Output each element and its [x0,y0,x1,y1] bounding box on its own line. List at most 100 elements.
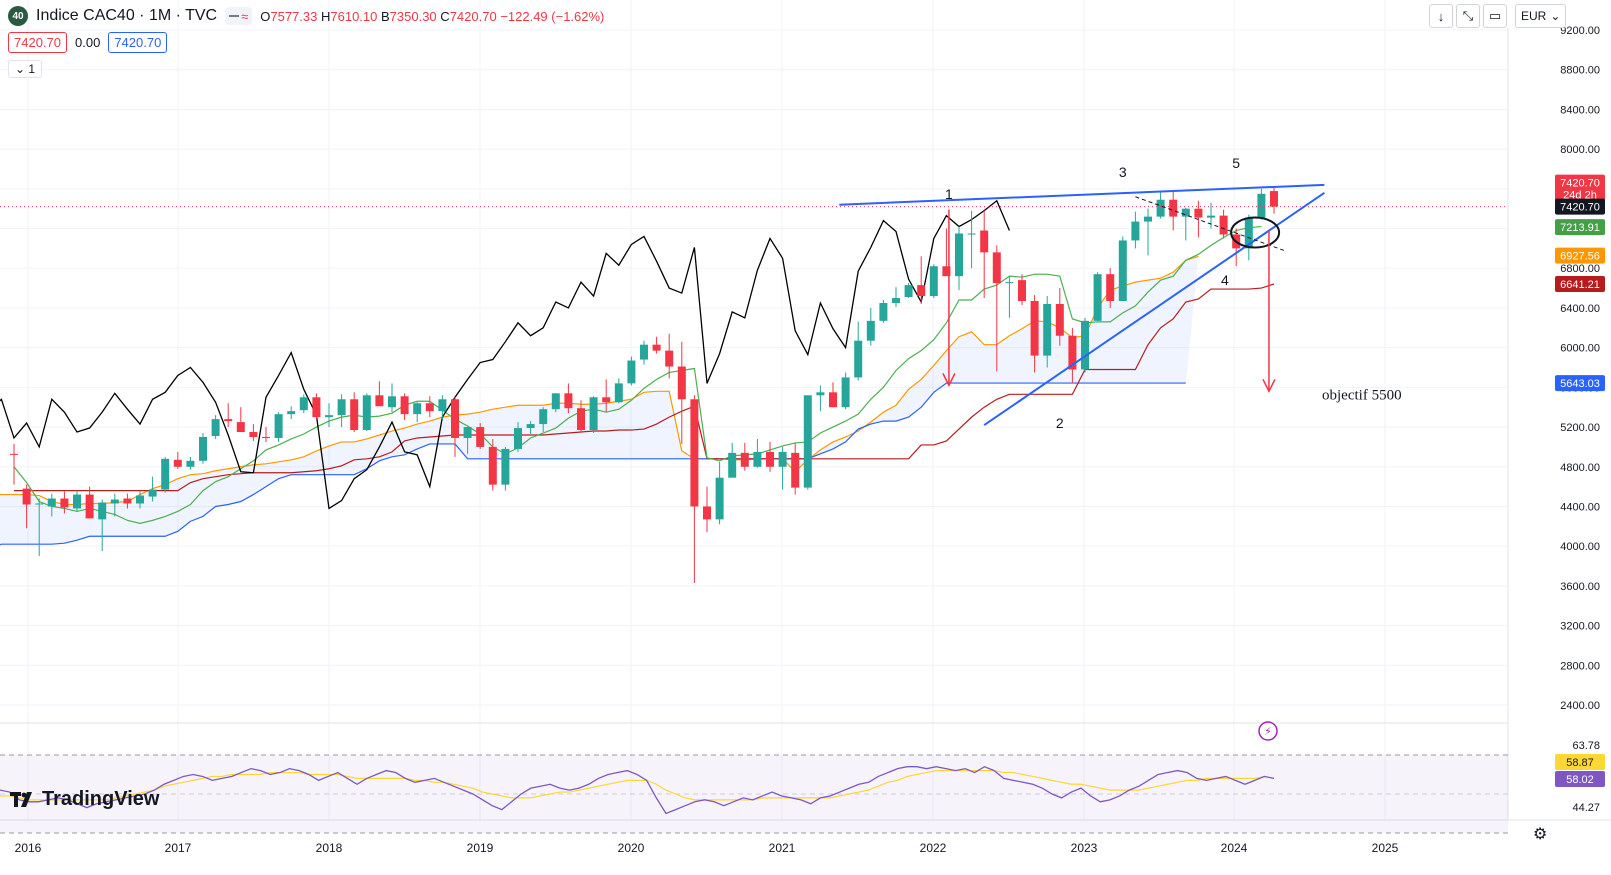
candle-body [904,285,913,298]
candle-body [35,503,44,505]
candle [413,402,422,423]
candle [1093,272,1102,321]
candle [123,493,132,509]
alert-bolt-ring [1258,721,1278,741]
candle-body [1194,208,1203,218]
candle [1005,276,1014,318]
candle-body [413,403,422,415]
price-tick-label: 4800.00 [1560,462,1600,474]
candle [262,427,270,442]
indicators-collapse-button[interactable]: ⌄ 1 [8,60,43,78]
candle [728,442,737,478]
price-tick-label: 8000.00 [1560,144,1600,156]
candle [224,403,233,428]
candle-body [438,399,447,412]
candle-body [400,396,409,415]
candle-body [665,350,674,367]
candle-body [942,266,951,277]
candle [501,446,510,491]
candle-body [703,506,711,520]
candle-body [514,428,522,449]
candle-body [463,427,472,438]
candle-body [766,451,774,467]
rsi-band [0,755,1508,833]
candle-body [98,502,107,520]
candle-body [451,399,459,438]
candle-body [476,427,485,447]
price-tick-label: 2800.00 [1560,660,1600,672]
candle-body [287,411,296,415]
rsi-value-text: 58.02 [1566,774,1594,786]
minus-icon [229,15,240,17]
candle-body [728,452,737,478]
settings-gear-button[interactable]: ⚙ [1533,824,1547,844]
price-tick-label: 9200.00 [1560,25,1600,37]
candle-body [564,393,573,409]
candle-body [1030,300,1039,356]
ichimoku-cloud [0,255,1199,546]
candle-body [123,498,132,504]
ask-value[interactable]: 7420.70 [108,32,168,53]
candle [47,493,56,517]
candle [904,283,913,299]
candle-body [1118,240,1127,301]
candle-body [992,252,1001,284]
price-label-box: 6641.21 [1555,275,1605,292]
candle-body [1244,217,1253,249]
chart-header: 40 Indice CAC40 · 1M · TVC ≈ O7577.33 H7… [8,6,604,26]
price-label-bg [1555,247,1605,264]
screenshot-button[interactable]: ▭ [1483,4,1507,28]
candle [564,383,573,414]
price-tick-label: 2400.00 [1560,700,1600,712]
senkou-span-b [0,382,1186,546]
candle [514,422,522,452]
price-label-text: 6641.21 [1560,279,1600,291]
rsi-value-text: 58.87 [1566,757,1594,769]
measured-move-arrow-1 [942,209,956,388]
candle [236,407,245,433]
arrow-down-button[interactable]: ↓ [1429,4,1453,28]
indicators-count: 1 [28,62,36,76]
candle [803,395,812,490]
candle-body [854,340,863,378]
rsi-axis-top: 63.78 [1572,740,1600,752]
ohlc-readout: O7577.33 H7610.10 B7350.30 C7420.70 −122… [260,9,604,24]
cloud-fill [0,256,1199,545]
bid-value[interactable]: 7420.70 [8,32,67,53]
candle-body [526,424,535,429]
fullscreen-button[interactable]: ⤡ [1456,4,1480,28]
candle [186,456,195,470]
candle-body [551,393,560,410]
gear-icon: ⚙ [1533,826,1548,843]
candle [929,264,938,299]
candle-body [602,397,611,403]
values-row: 7420.70 0.00 7420.70 [8,32,168,53]
currency-selector[interactable]: EUR ⌄ [1515,4,1567,28]
price-tick-label: 4000.00 [1560,541,1600,553]
candle-body [337,399,346,416]
candle-body [539,409,548,425]
candle-body [362,395,371,431]
candle-body [1156,199,1165,217]
rsi-ma-line [0,769,1265,801]
candle-body [1018,280,1026,301]
ohlc-change: −122.49 (−1.62%) [500,8,605,24]
price-label-box: 5643.03 [1555,375,1605,392]
candle-body [690,399,699,507]
ohlc-low-key: B [381,8,390,24]
time-tick-label: 2022 [920,841,947,855]
candle [526,421,535,435]
ohlc-close-key: C [440,8,450,24]
candle [1144,208,1152,256]
candle [665,333,674,379]
compare-toggle[interactable]: ≈ [225,7,253,25]
candle [942,228,951,277]
approx-icon: ≈ [241,8,249,24]
candle-body [1131,221,1140,241]
candle [488,438,497,491]
symbol-title[interactable]: Indice CAC40 · 1M · TVC [36,7,218,24]
time-tick-label: 2024 [1221,841,1248,855]
price-tick-label: 8400.00 [1560,104,1600,116]
candle [148,476,157,502]
